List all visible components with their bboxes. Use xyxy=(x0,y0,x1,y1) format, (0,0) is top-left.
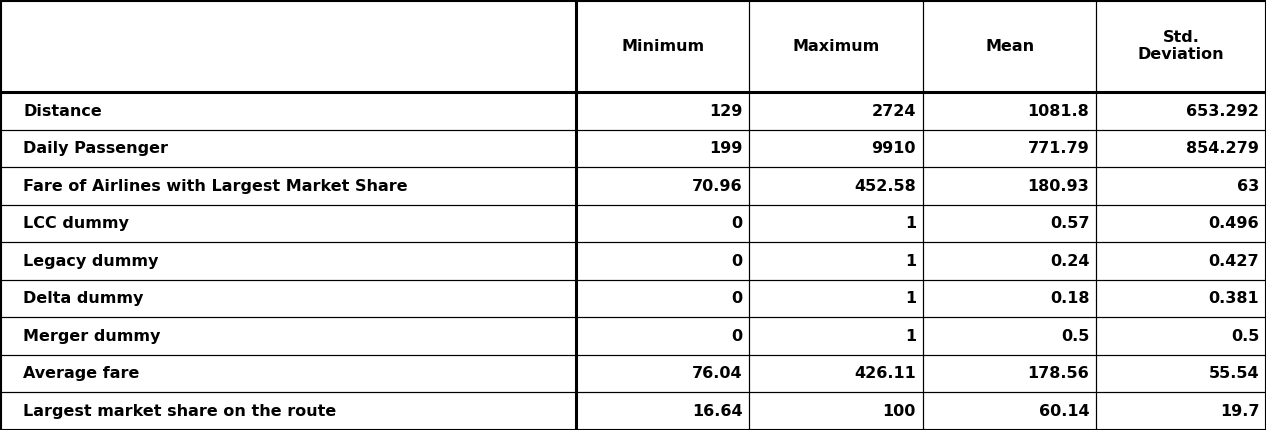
Bar xyxy=(923,205,1096,243)
Bar xyxy=(923,280,1096,317)
Text: 60.14: 60.14 xyxy=(1039,404,1090,419)
Bar xyxy=(576,130,749,167)
Bar xyxy=(0,243,576,280)
Bar xyxy=(1096,0,1266,92)
Bar xyxy=(0,317,576,355)
Text: Fare of Airlines with Largest Market Share: Fare of Airlines with Largest Market Sha… xyxy=(23,179,408,194)
Bar xyxy=(749,130,923,167)
Bar xyxy=(923,167,1096,205)
Bar xyxy=(923,92,1096,130)
Text: 16.64: 16.64 xyxy=(693,404,743,419)
Text: 1: 1 xyxy=(905,216,917,231)
Bar xyxy=(0,167,576,205)
Bar xyxy=(1096,355,1266,393)
Text: Maximum: Maximum xyxy=(793,39,880,54)
Bar xyxy=(923,0,1096,92)
Text: 0.18: 0.18 xyxy=(1050,291,1090,306)
Text: Mean: Mean xyxy=(985,39,1034,54)
Text: 426.11: 426.11 xyxy=(855,366,917,381)
Bar xyxy=(0,130,576,167)
Text: 0: 0 xyxy=(732,329,743,344)
Bar xyxy=(923,130,1096,167)
Bar xyxy=(0,205,576,243)
Text: 0.427: 0.427 xyxy=(1209,254,1260,269)
Text: 0.24: 0.24 xyxy=(1050,254,1090,269)
Bar xyxy=(749,317,923,355)
Text: 100: 100 xyxy=(882,404,917,419)
Text: Legacy dummy: Legacy dummy xyxy=(23,254,158,269)
Text: Delta dummy: Delta dummy xyxy=(23,291,143,306)
Text: 771.79: 771.79 xyxy=(1028,141,1090,156)
Bar xyxy=(576,355,749,393)
Text: 452.58: 452.58 xyxy=(855,179,917,194)
Bar xyxy=(576,205,749,243)
Text: 19.7: 19.7 xyxy=(1219,404,1260,419)
Bar xyxy=(749,92,923,130)
Bar xyxy=(749,205,923,243)
Text: 178.56: 178.56 xyxy=(1028,366,1090,381)
Text: Minimum: Minimum xyxy=(622,39,704,54)
Text: 63: 63 xyxy=(1237,179,1260,194)
Text: 1081.8: 1081.8 xyxy=(1028,104,1090,119)
Bar xyxy=(1096,243,1266,280)
Text: 0: 0 xyxy=(732,216,743,231)
Bar xyxy=(0,0,576,92)
Bar xyxy=(1096,92,1266,130)
Bar xyxy=(1096,280,1266,317)
Text: 70.96: 70.96 xyxy=(693,179,743,194)
Text: 1: 1 xyxy=(905,254,917,269)
Bar xyxy=(749,0,923,92)
Bar xyxy=(576,317,749,355)
Text: Largest market share on the route: Largest market share on the route xyxy=(23,404,337,419)
Text: Distance: Distance xyxy=(23,104,101,119)
Text: 0.496: 0.496 xyxy=(1209,216,1260,231)
Bar xyxy=(576,167,749,205)
Text: LCC dummy: LCC dummy xyxy=(23,216,129,231)
Text: 0.57: 0.57 xyxy=(1050,216,1090,231)
Bar xyxy=(576,0,749,92)
Text: 1: 1 xyxy=(905,291,917,306)
Bar xyxy=(0,92,576,130)
Bar xyxy=(1096,393,1266,430)
Text: 0.381: 0.381 xyxy=(1209,291,1260,306)
Bar xyxy=(576,243,749,280)
Text: 129: 129 xyxy=(709,104,743,119)
Text: 9910: 9910 xyxy=(871,141,917,156)
Bar xyxy=(1096,205,1266,243)
Bar xyxy=(1096,317,1266,355)
Text: 55.54: 55.54 xyxy=(1209,366,1260,381)
Bar xyxy=(749,280,923,317)
Text: 653.292: 653.292 xyxy=(1186,104,1260,119)
Text: 199: 199 xyxy=(709,141,743,156)
Text: Average fare: Average fare xyxy=(23,366,139,381)
Text: Merger dummy: Merger dummy xyxy=(23,329,161,344)
Text: 0: 0 xyxy=(732,254,743,269)
Bar xyxy=(576,92,749,130)
Bar xyxy=(923,393,1096,430)
Bar xyxy=(923,243,1096,280)
Text: 76.04: 76.04 xyxy=(693,366,743,381)
Text: 180.93: 180.93 xyxy=(1028,179,1090,194)
Bar xyxy=(0,355,576,393)
Text: 0.5: 0.5 xyxy=(1231,329,1260,344)
Text: 854.279: 854.279 xyxy=(1186,141,1260,156)
Text: 2724: 2724 xyxy=(871,104,917,119)
Text: 0.5: 0.5 xyxy=(1061,329,1090,344)
Bar xyxy=(0,280,576,317)
Text: Daily Passenger: Daily Passenger xyxy=(23,141,168,156)
Bar xyxy=(749,355,923,393)
Bar xyxy=(923,317,1096,355)
Bar xyxy=(749,167,923,205)
Bar xyxy=(576,280,749,317)
Bar xyxy=(1096,130,1266,167)
Text: 1: 1 xyxy=(905,329,917,344)
Bar xyxy=(749,393,923,430)
Bar xyxy=(576,393,749,430)
Bar xyxy=(749,243,923,280)
Bar xyxy=(923,355,1096,393)
Text: 0: 0 xyxy=(732,291,743,306)
Text: Std.
Deviation: Std. Deviation xyxy=(1138,30,1224,62)
Bar xyxy=(0,393,576,430)
Bar xyxy=(1096,167,1266,205)
